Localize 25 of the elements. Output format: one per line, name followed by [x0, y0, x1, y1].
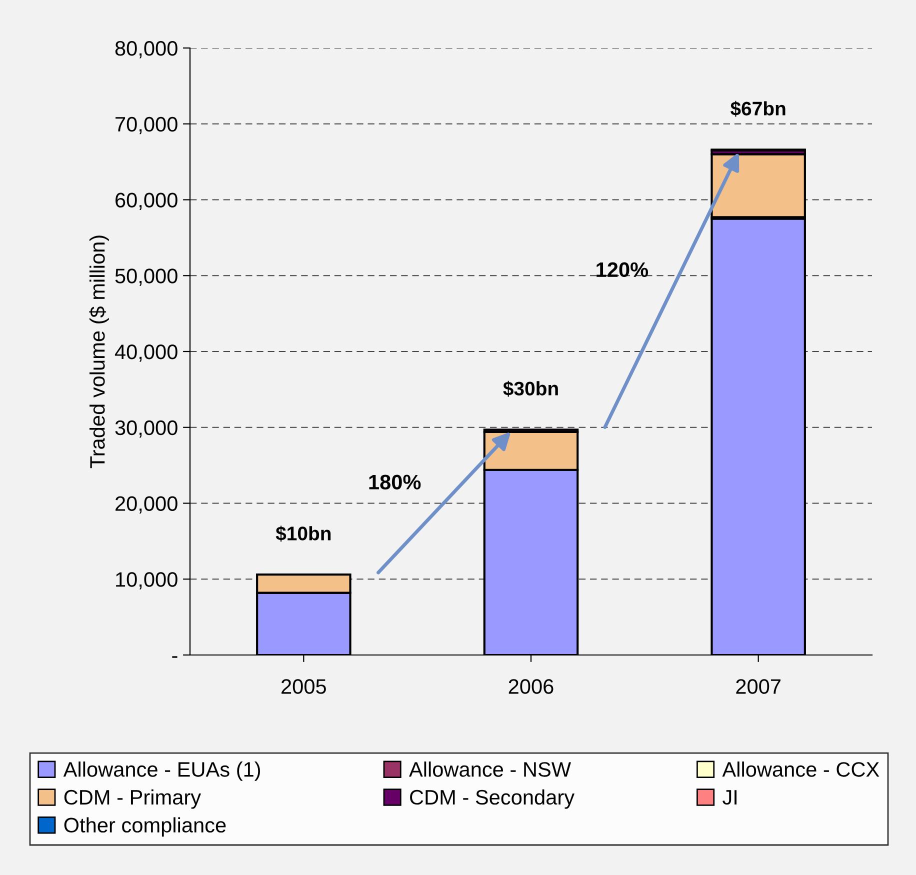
y-tick-label: 10,000 [116, 572, 178, 590]
x-tick-label: 2006 [508, 679, 554, 694]
y-tick-label: 70,000 [116, 116, 178, 134]
x-tick-label: 2007 [736, 679, 780, 694]
y-tick-label: 80,000 [115, 41, 178, 58]
y-tick-label: 20,000 [116, 496, 178, 514]
legend-label: Other compliance [64, 817, 226, 837]
total-label: $67bn [730, 100, 786, 117]
legend-label: CDM - Secondary [410, 789, 574, 809]
y-tick-label: 60,000 [116, 192, 178, 210]
legend-label: JI [722, 790, 736, 805]
legend-label: Allowance - EUAs (1) [63, 762, 260, 781]
annotation: 180% [369, 474, 421, 490]
y-tick-label: 30,000 [115, 420, 178, 438]
x-tick-label: 2005 [282, 679, 326, 694]
annotation: 120% [596, 262, 648, 278]
total-label: $30bn [503, 380, 558, 397]
legend-label: CDM - Primary [64, 789, 202, 809]
y-tick-label: 40,000 [114, 344, 178, 362]
y-tick-label: - [172, 656, 178, 658]
legend-label: Allowance - CCX [722, 762, 880, 777]
y-tick-label: 50,000 [115, 268, 178, 286]
total-label: $10bn [276, 526, 331, 542]
legend-label: Allowance - NSW [409, 762, 571, 777]
y-axis-title: Traded volume ($ million) [89, 236, 109, 468]
